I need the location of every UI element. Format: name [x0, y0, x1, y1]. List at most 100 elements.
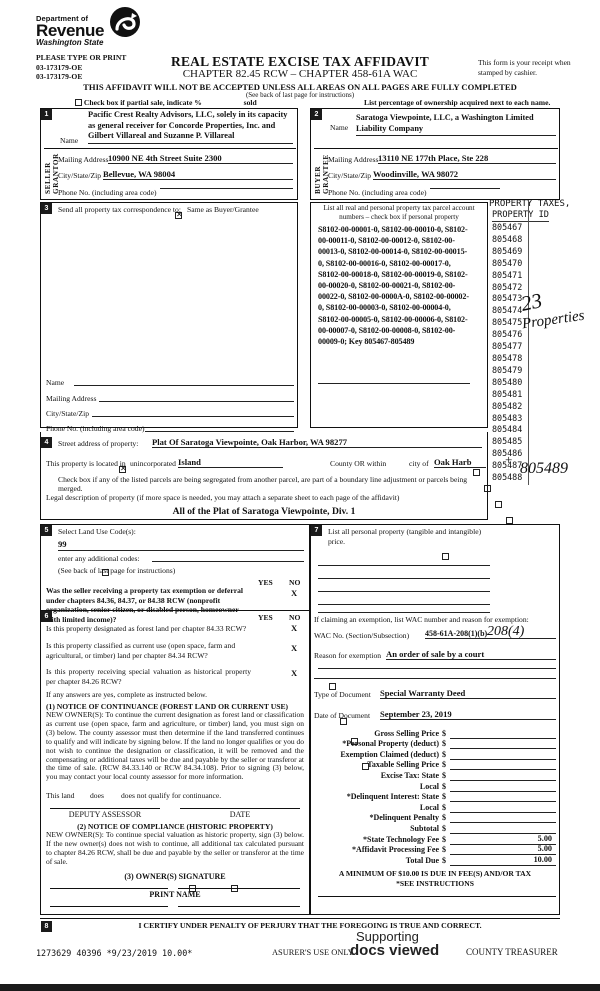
section6-if-yes-note: If any answers are yes, complete as inst… — [46, 690, 208, 699]
dollar-sign: $ — [442, 749, 446, 759]
section6-q0-yes-checkbox[interactable] — [340, 718, 347, 725]
section-4-number: 4 — [41, 437, 52, 448]
tax-line-value[interactable] — [450, 832, 556, 834]
partial-sale-label: Check box if partial sale, indicate % — [83, 98, 202, 107]
seller-name-value[interactable]: Pacific Crest Realty Advisors, LLC, sole… — [88, 110, 293, 144]
buyer-name-value[interactable]: Saratoga Viewpointe, LLC, a Washington L… — [356, 112, 556, 136]
dollar-sign: $ — [442, 813, 446, 823]
seller-city-value[interactable]: Bellevue, WA 98004 — [103, 169, 293, 180]
section6-q2-yes-checkbox[interactable] — [362, 763, 369, 770]
tax-line-value[interactable]: 5.00 — [450, 834, 556, 845]
property-taxes-stamp-title: PROPERTY TAXES, — [489, 199, 571, 209]
buyer-mailing-label: Mailing Address — [328, 155, 379, 164]
reason-exemption-line-3[interactable] — [314, 678, 556, 679]
section6-q1-yes-checkbox[interactable] — [351, 738, 358, 745]
section6-q0-no-answer[interactable]: X — [291, 623, 298, 633]
personal-property-checkbox-3[interactable] — [495, 501, 502, 508]
dollar-sign: $ — [442, 760, 446, 770]
corr-city-value[interactable] — [92, 416, 294, 417]
print-name-line[interactable] — [50, 906, 168, 907]
section-1-number: 1 — [41, 109, 52, 120]
deputy-assessor-line[interactable] — [50, 808, 160, 809]
does-not-label: does not qualify for continuance. — [121, 791, 222, 800]
tax-line-value[interactable] — [450, 811, 556, 813]
doc-date-value[interactable]: September 23, 2019 — [380, 709, 556, 720]
seller-phone-label: Phone No. (including area code) — [58, 188, 157, 197]
section5-yes-checkbox[interactable] — [329, 683, 336, 690]
tax-line-value[interactable] — [450, 801, 556, 803]
tax-line-value[interactable] — [450, 748, 556, 750]
doc-type-value[interactable]: Special Warranty Deed — [380, 688, 556, 699]
corr-name-value[interactable] — [74, 385, 294, 386]
land-use-code-value[interactable]: 99 — [58, 539, 67, 549]
tax-line-value[interactable] — [450, 779, 556, 781]
tax-line-label: Local — [419, 802, 439, 812]
tax-line-row: Exemption Claimed (deduct) $ — [314, 749, 556, 760]
tax-line-value[interactable] — [450, 737, 556, 739]
receipt-numbers: 1273629 40396 *9/23/2019 10.00* — [36, 948, 193, 958]
personal-property-line-5[interactable] — [318, 612, 490, 613]
page-bottom-bar — [0, 984, 600, 991]
street-address-value[interactable]: Plat Of Saratoga Viewpointe, Oak Harbor,… — [152, 437, 482, 448]
affidavit-warning: THIS AFFIDAVIT WILL NOT BE ACCEPTED UNLE… — [83, 82, 517, 92]
tax-line-value[interactable] — [450, 758, 556, 760]
reason-exemption-line-2[interactable] — [318, 668, 556, 669]
tax-line-row: Total Due $10.00 — [314, 855, 556, 866]
owner-signature-date-line[interactable] — [178, 888, 300, 889]
corr-mailing-value[interactable] — [99, 401, 294, 402]
property-id-item: 805479 — [492, 364, 523, 375]
seller-mailing-value[interactable]: 10900 NE 4th Street Suite 2300 — [108, 153, 293, 164]
print-name-date-line[interactable] — [178, 906, 300, 907]
legal-description-value[interactable]: All of the Plat of Saratoga Viewpointe, … — [172, 506, 356, 517]
city-checkbox[interactable] — [442, 553, 449, 560]
personal-property-checkbox-4[interactable] — [506, 517, 513, 524]
tax-line-value[interactable]: 10.00 — [450, 855, 556, 866]
buyer-mailing-value[interactable]: 13110 NE 177th Place, Ste 228 — [378, 153, 556, 164]
property-id-item: 805469 — [492, 245, 523, 256]
section6-q2-no-answer[interactable]: X — [291, 668, 298, 678]
located-in-label: This property is located in — [46, 459, 126, 468]
supporting-docs-stamp-line2: docs viewed — [350, 942, 440, 959]
reason-exemption-value[interactable]: An order of sale by a court — [386, 649, 556, 660]
property-id-item: 805482 — [492, 400, 523, 411]
tax-line-row: *Delinquent Penalty $ — [314, 813, 556, 824]
notice1-title: (1) NOTICE OF CONTINUANCE (FOREST LAND O… — [46, 702, 289, 711]
page-subtitle: CHAPTER 82.45 RCW – CHAPTER 458-61A WAC — [182, 68, 418, 80]
tax-line-value[interactable] — [450, 790, 556, 792]
same-as-buyer-checkbox[interactable] — [175, 205, 183, 223]
tax-line-row: Local $ — [314, 781, 556, 792]
city-value[interactable]: Oak Harb — [434, 457, 486, 468]
section-8-number: 8 — [41, 921, 52, 932]
section-5-number: 5 — [41, 525, 52, 536]
tax-line-value[interactable] — [450, 822, 556, 824]
county-value[interactable]: Island — [178, 457, 283, 468]
tax-line-label: *Delinquent Penalty — [369, 813, 439, 823]
section6-q1-no-answer[interactable]: X — [291, 643, 298, 653]
unincorporated-checkbox[interactable] — [119, 459, 127, 477]
personal-property-line-3[interactable] — [318, 591, 490, 592]
personal-property-line-2[interactable] — [318, 578, 490, 579]
owner-signature-line[interactable] — [50, 888, 168, 889]
seller-phone-value[interactable] — [160, 188, 293, 189]
personal-property-line-4[interactable] — [318, 604, 490, 605]
parcels-list[interactable]: S8102-00-00001-0, S8102-00-00010-0, S810… — [318, 225, 469, 347]
corr-phone-value[interactable] — [145, 431, 294, 432]
wac-number-value[interactable]: 458-61A-208(1)(b) — [425, 629, 556, 639]
assessor-date-line[interactable] — [180, 808, 300, 809]
tax-line-value[interactable]: 5.00 — [450, 844, 556, 856]
buyer-phone-value[interactable] — [430, 188, 500, 189]
tax-line-label: *Personal Property (deduct) — [342, 739, 439, 749]
buyer-city-value[interactable]: Woodinville, WA 98072 — [373, 169, 556, 180]
personal-property-checkbox-1[interactable] — [473, 469, 480, 476]
partial-sale-checkbox[interactable] — [75, 99, 82, 106]
personal-property-line-1[interactable] — [318, 565, 490, 566]
additional-codes-value[interactable] — [152, 561, 304, 562]
corr-phone-label: Phone No. (including area code) — [46, 424, 145, 433]
correspondence-label: Send all property tax correspondence to: — [58, 205, 181, 214]
corr-city-label: City/State/Zip — [46, 409, 90, 418]
section5-no-answer[interactable]: X — [291, 588, 298, 598]
tax-line-value[interactable] — [450, 769, 556, 771]
property-id-item: 805480 — [492, 376, 523, 387]
buyer-divider — [314, 148, 558, 149]
segregated-checkbox[interactable] — [102, 569, 109, 576]
